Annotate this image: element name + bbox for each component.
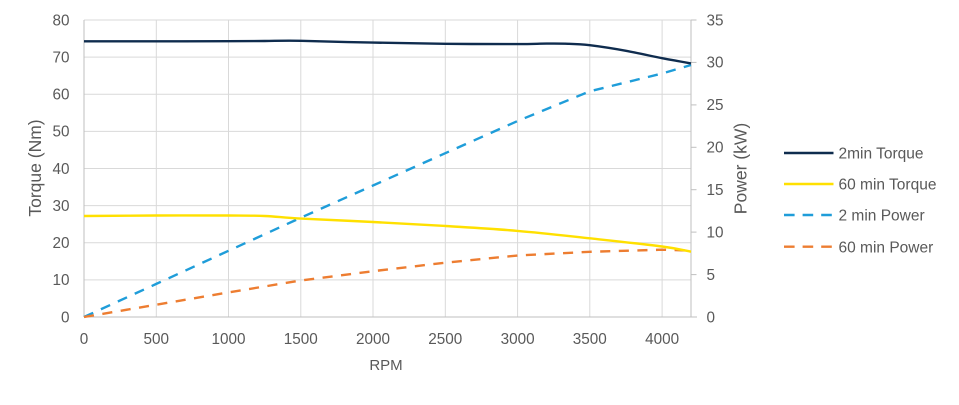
svg-text:40: 40 bbox=[52, 161, 69, 178]
svg-text:15: 15 bbox=[707, 182, 724, 199]
svg-text:4000: 4000 bbox=[645, 331, 679, 348]
svg-text:0: 0 bbox=[61, 309, 70, 326]
svg-text:60 min Torque: 60 min Torque bbox=[839, 177, 937, 194]
svg-text:1000: 1000 bbox=[211, 331, 245, 348]
svg-text:RPM: RPM bbox=[369, 357, 402, 374]
svg-text:2500: 2500 bbox=[428, 331, 462, 348]
svg-text:2 min Power: 2 min Power bbox=[839, 208, 925, 225]
svg-text:25: 25 bbox=[707, 97, 724, 114]
svg-text:500: 500 bbox=[144, 331, 170, 348]
svg-text:0: 0 bbox=[707, 309, 716, 326]
svg-text:60: 60 bbox=[52, 87, 69, 104]
svg-text:0: 0 bbox=[80, 331, 89, 348]
svg-text:1500: 1500 bbox=[284, 331, 318, 348]
svg-text:30: 30 bbox=[707, 55, 724, 72]
svg-text:3500: 3500 bbox=[573, 331, 607, 348]
svg-text:35: 35 bbox=[707, 12, 724, 29]
svg-text:5: 5 bbox=[707, 267, 716, 284]
svg-text:20: 20 bbox=[52, 235, 69, 252]
svg-text:50: 50 bbox=[52, 124, 69, 141]
svg-text:Torque (Nm): Torque (Nm) bbox=[25, 119, 45, 216]
svg-text:70: 70 bbox=[52, 49, 69, 66]
svg-text:3000: 3000 bbox=[501, 331, 535, 348]
svg-text:80: 80 bbox=[52, 12, 69, 29]
svg-text:30: 30 bbox=[52, 198, 69, 215]
svg-text:10: 10 bbox=[707, 224, 724, 241]
svg-text:Power (kW): Power (kW) bbox=[731, 123, 751, 214]
svg-text:2min Torque: 2min Torque bbox=[839, 146, 924, 163]
svg-text:20: 20 bbox=[707, 140, 724, 157]
svg-text:60 min Power: 60 min Power bbox=[839, 239, 934, 256]
svg-text:10: 10 bbox=[52, 272, 69, 289]
svg-text:2000: 2000 bbox=[356, 331, 390, 348]
